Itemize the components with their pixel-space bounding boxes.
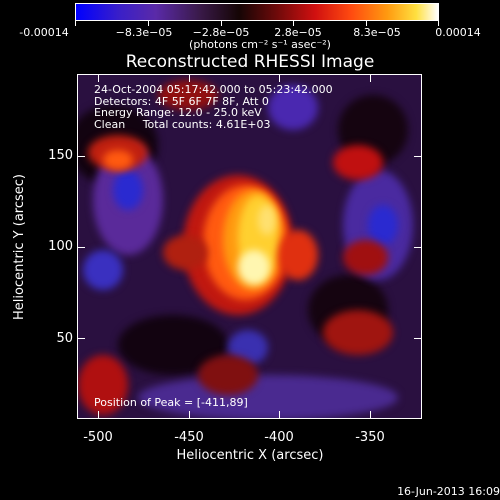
image-region [103, 150, 133, 170]
colorbar-units: (photons cm⁻² s⁻¹ asec⁻²) [189, 38, 331, 51]
colorbar-tick-label: 8.3e−05 [353, 26, 401, 39]
y-tick-label: 100 [48, 239, 73, 254]
peak-position: Position of Peak = [-411,89] [94, 396, 248, 409]
rhessi-image [77, 74, 422, 419]
image-region [78, 355, 128, 415]
image-region [198, 355, 258, 395]
info-detectors: Detectors: 4F 5F 6F 7F 8F, Att 0 [94, 94, 269, 108]
colorbar-tick [438, 21, 439, 26]
colorbar-tick-label: −2.8e−05 [192, 26, 250, 39]
image-region [83, 250, 123, 290]
colorbar-tick [148, 21, 149, 26]
info-time-range: 24-Oct-2004 05:17:42.000 to 05:23:42.000 [94, 83, 333, 96]
x-tick [189, 411, 190, 419]
x-tick-label: -500 [83, 430, 113, 445]
x-tick-label: -400 [264, 430, 294, 445]
colorbar-tick [221, 21, 222, 26]
y-tick [77, 338, 85, 339]
x-tick-label: -350 [355, 430, 385, 445]
y-tick [414, 247, 422, 248]
y-tick [77, 247, 85, 248]
colorbar-tick [293, 21, 294, 26]
image-region [258, 205, 276, 235]
image-region [278, 230, 318, 280]
y-tick [77, 156, 85, 157]
image-region [158, 80, 218, 110]
x-tick [279, 74, 280, 82]
image-region [333, 145, 383, 180]
image-region [113, 170, 143, 210]
info-energy-range: Energy Range: 12.0 - 25.0 keV [94, 106, 262, 119]
colorbar-tick [75, 21, 76, 26]
footer-date: 16-Jun-2013 16:09 [397, 485, 500, 498]
image-region [368, 205, 398, 245]
colorbar-tick-label: 2.8e−05 [274, 26, 322, 39]
image-region [323, 310, 393, 355]
image-region [343, 240, 388, 275]
y-tick [414, 338, 422, 339]
y-tick-label: 150 [48, 148, 73, 163]
x-tick [98, 411, 99, 419]
colorbar-tick [366, 21, 367, 26]
image-region [268, 85, 318, 130]
observation-info: 24-Oct-2004 05:17:42.000 to 05:23:42.000… [94, 84, 333, 130]
y-tick-label: 50 [56, 331, 73, 346]
x-tick [279, 411, 280, 419]
x-tick-label: -450 [174, 430, 204, 445]
x-tick [189, 74, 190, 82]
x-axis-title: Heliocentric X (arcsec) [176, 448, 324, 463]
y-axis-title: Heliocentric Y (arcsec) [12, 174, 27, 320]
colorbar-tick-label: 0.00014 [435, 26, 481, 39]
x-tick [370, 411, 371, 419]
colorbar-tick-label: -0.00014 [19, 26, 69, 39]
x-tick [370, 74, 371, 82]
image-region [163, 235, 208, 270]
x-tick [98, 74, 99, 82]
info-counts: Clean Total counts: 4.61E+03 [94, 117, 271, 131]
image-region [238, 250, 270, 285]
plot-title: Reconstructed RHESSI Image [125, 52, 375, 72]
colorbar-tick-label: −8.3e−05 [115, 26, 173, 39]
y-tick [414, 156, 422, 157]
image-region [138, 375, 398, 418]
colorbar-gradient [75, 3, 439, 21]
